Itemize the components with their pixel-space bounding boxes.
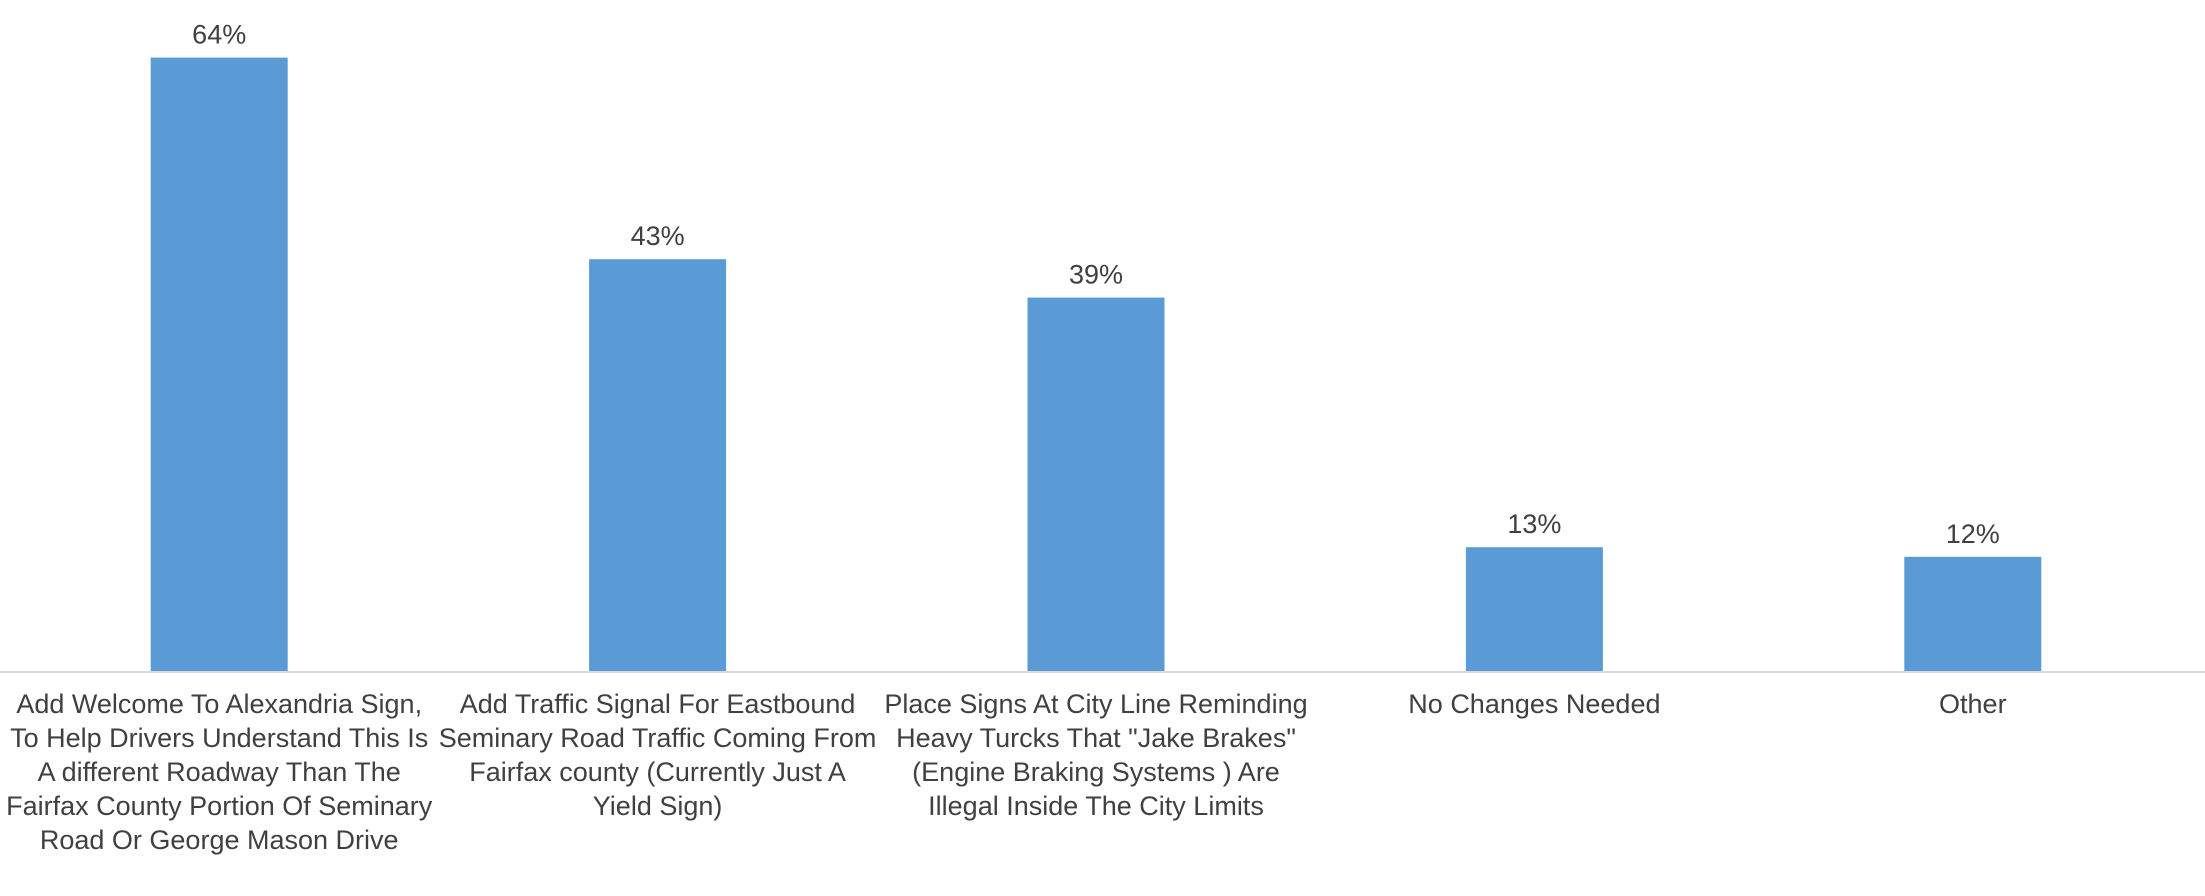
bars-layer (150, 57, 2042, 673)
bar-1 (150, 57, 288, 673)
category-label-1: Add Welcome To Alexandria Sign, To Help … (6, 689, 433, 855)
category-label-2: Add Traffic Signal For Eastbound Seminar… (438, 689, 877, 821)
category-label-5: Other (1939, 689, 2007, 719)
data-label-2: 43% (631, 221, 685, 251)
data-label-3: 39% (1069, 260, 1123, 290)
bar-5 (1904, 556, 2042, 672)
bar-3 (1027, 297, 1165, 672)
bar-2 (589, 259, 727, 672)
data-labels-layer: 64% 43% 39% 13% 12% (192, 20, 2000, 549)
category-label-3: Place Signs At City Line Reminding Heavy… (884, 689, 1308, 821)
data-label-1: 64% (192, 20, 246, 50)
data-label-4: 13% (1507, 509, 1561, 539)
category-label-4: No Changes Needed (1408, 689, 1661, 719)
bar-4 (1465, 547, 1603, 672)
data-label-5: 12% (1946, 519, 2000, 549)
